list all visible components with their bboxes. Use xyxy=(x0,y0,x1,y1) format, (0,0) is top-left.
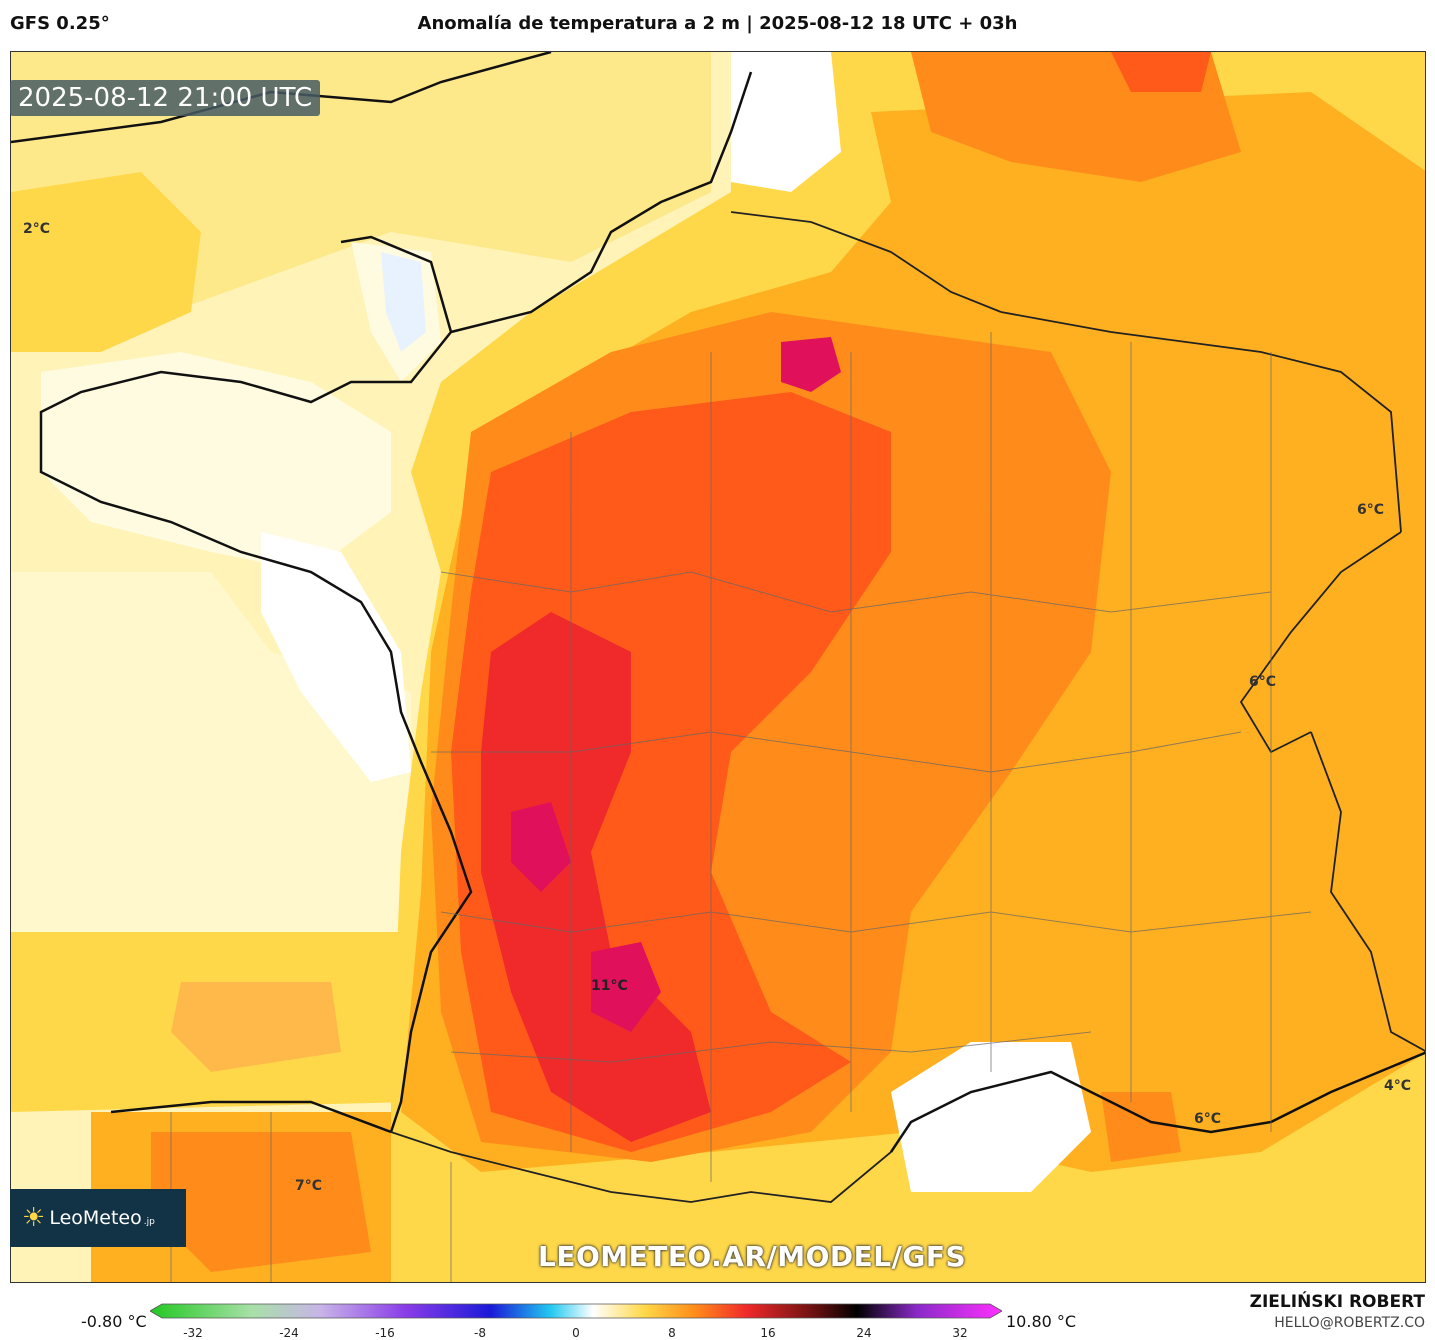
region-borders xyxy=(170,332,1312,1282)
colorbar-tick: -16 xyxy=(375,1326,395,1340)
provence-hot xyxy=(1101,1092,1181,1162)
colorbar-max-label: 10.80 °C xyxy=(1006,1312,1077,1331)
map-title: Anomalía de temperatura a 2 m | 2025-08-… xyxy=(417,13,1018,34)
label-6c-south: 6°C xyxy=(1194,1111,1222,1127)
biscay-warm-blob xyxy=(171,982,341,1072)
normandy-cold xyxy=(381,252,426,352)
border-spain xyxy=(390,1131,892,1203)
time-badge: 2025-08-12 21:00 UTC xyxy=(10,80,321,116)
map-canvas xyxy=(11,52,1425,1282)
land-very-hot xyxy=(481,612,711,1142)
colorbar-tick: 32 xyxy=(952,1326,968,1340)
leometeo-logo: ☀ LeoMeteo .jp xyxy=(10,1189,186,1247)
label-7c: 7°C xyxy=(295,1178,323,1194)
channel-pale xyxy=(731,52,841,192)
colorbar-tick: -32 xyxy=(183,1326,203,1340)
label-4c: 4°C xyxy=(1384,1078,1412,1094)
temperature-anomaly-map: 2°C 6°C 6°C 11°C 7°C 4°C 6°C xyxy=(10,51,1426,1283)
coastline-mediterranean xyxy=(889,1051,1425,1153)
hotspot-bordeaux xyxy=(511,802,571,892)
coastline-atlantic xyxy=(39,235,473,1133)
atlantic-yellow xyxy=(11,172,201,352)
colorbar-min-label: -0.80 °C xyxy=(81,1312,147,1331)
credit-email: HELLO@ROBERTZ.CO xyxy=(1274,1315,1425,1331)
label-6c-east: 6°C xyxy=(1357,502,1385,518)
border-italy xyxy=(1310,731,1425,1052)
med-pale xyxy=(891,1042,1091,1192)
model-label: GFS 0.25° xyxy=(10,13,110,34)
colorbar-tick: 24 xyxy=(856,1326,872,1340)
coastline-spain-north xyxy=(110,1100,392,1134)
vendee-coast-pale xyxy=(261,532,411,782)
border-germany xyxy=(1000,311,1402,533)
coastline-channel xyxy=(450,71,753,334)
label-11c: 11°C xyxy=(591,978,628,994)
colorbar-bar xyxy=(150,1303,1002,1319)
hotspot-paris xyxy=(781,337,841,392)
brittany-pale xyxy=(41,352,391,572)
colorbar-tick: -8 xyxy=(474,1326,486,1340)
hotspot-toulouse xyxy=(591,942,661,1032)
colorbar xyxy=(150,1303,1002,1319)
url-watermark: LEOMETEO.AR/MODEL/GFS xyxy=(538,1240,967,1273)
border-belgium xyxy=(730,211,1002,313)
colorbar-tick: 16 xyxy=(760,1326,776,1340)
colorbar-tick: -24 xyxy=(279,1326,299,1340)
sun-icon: ☀ xyxy=(22,1203,46,1233)
northeast-red xyxy=(1111,52,1211,92)
brand-suffix: .jp xyxy=(143,1217,155,1227)
credit-name: ZIELIŃSKI ROBERT xyxy=(1249,1292,1425,1312)
label-6c-alps: 6°C xyxy=(1249,674,1277,690)
colorbar-tick: 8 xyxy=(668,1326,676,1340)
border-switzerland xyxy=(1239,531,1402,754)
label-2c: 2°C xyxy=(23,221,51,237)
spain-hot xyxy=(151,1132,371,1272)
brand-name: LeoMeteo xyxy=(49,1207,142,1229)
coastline-uk xyxy=(11,52,552,144)
colorbar-tick: 0 xyxy=(572,1326,580,1340)
